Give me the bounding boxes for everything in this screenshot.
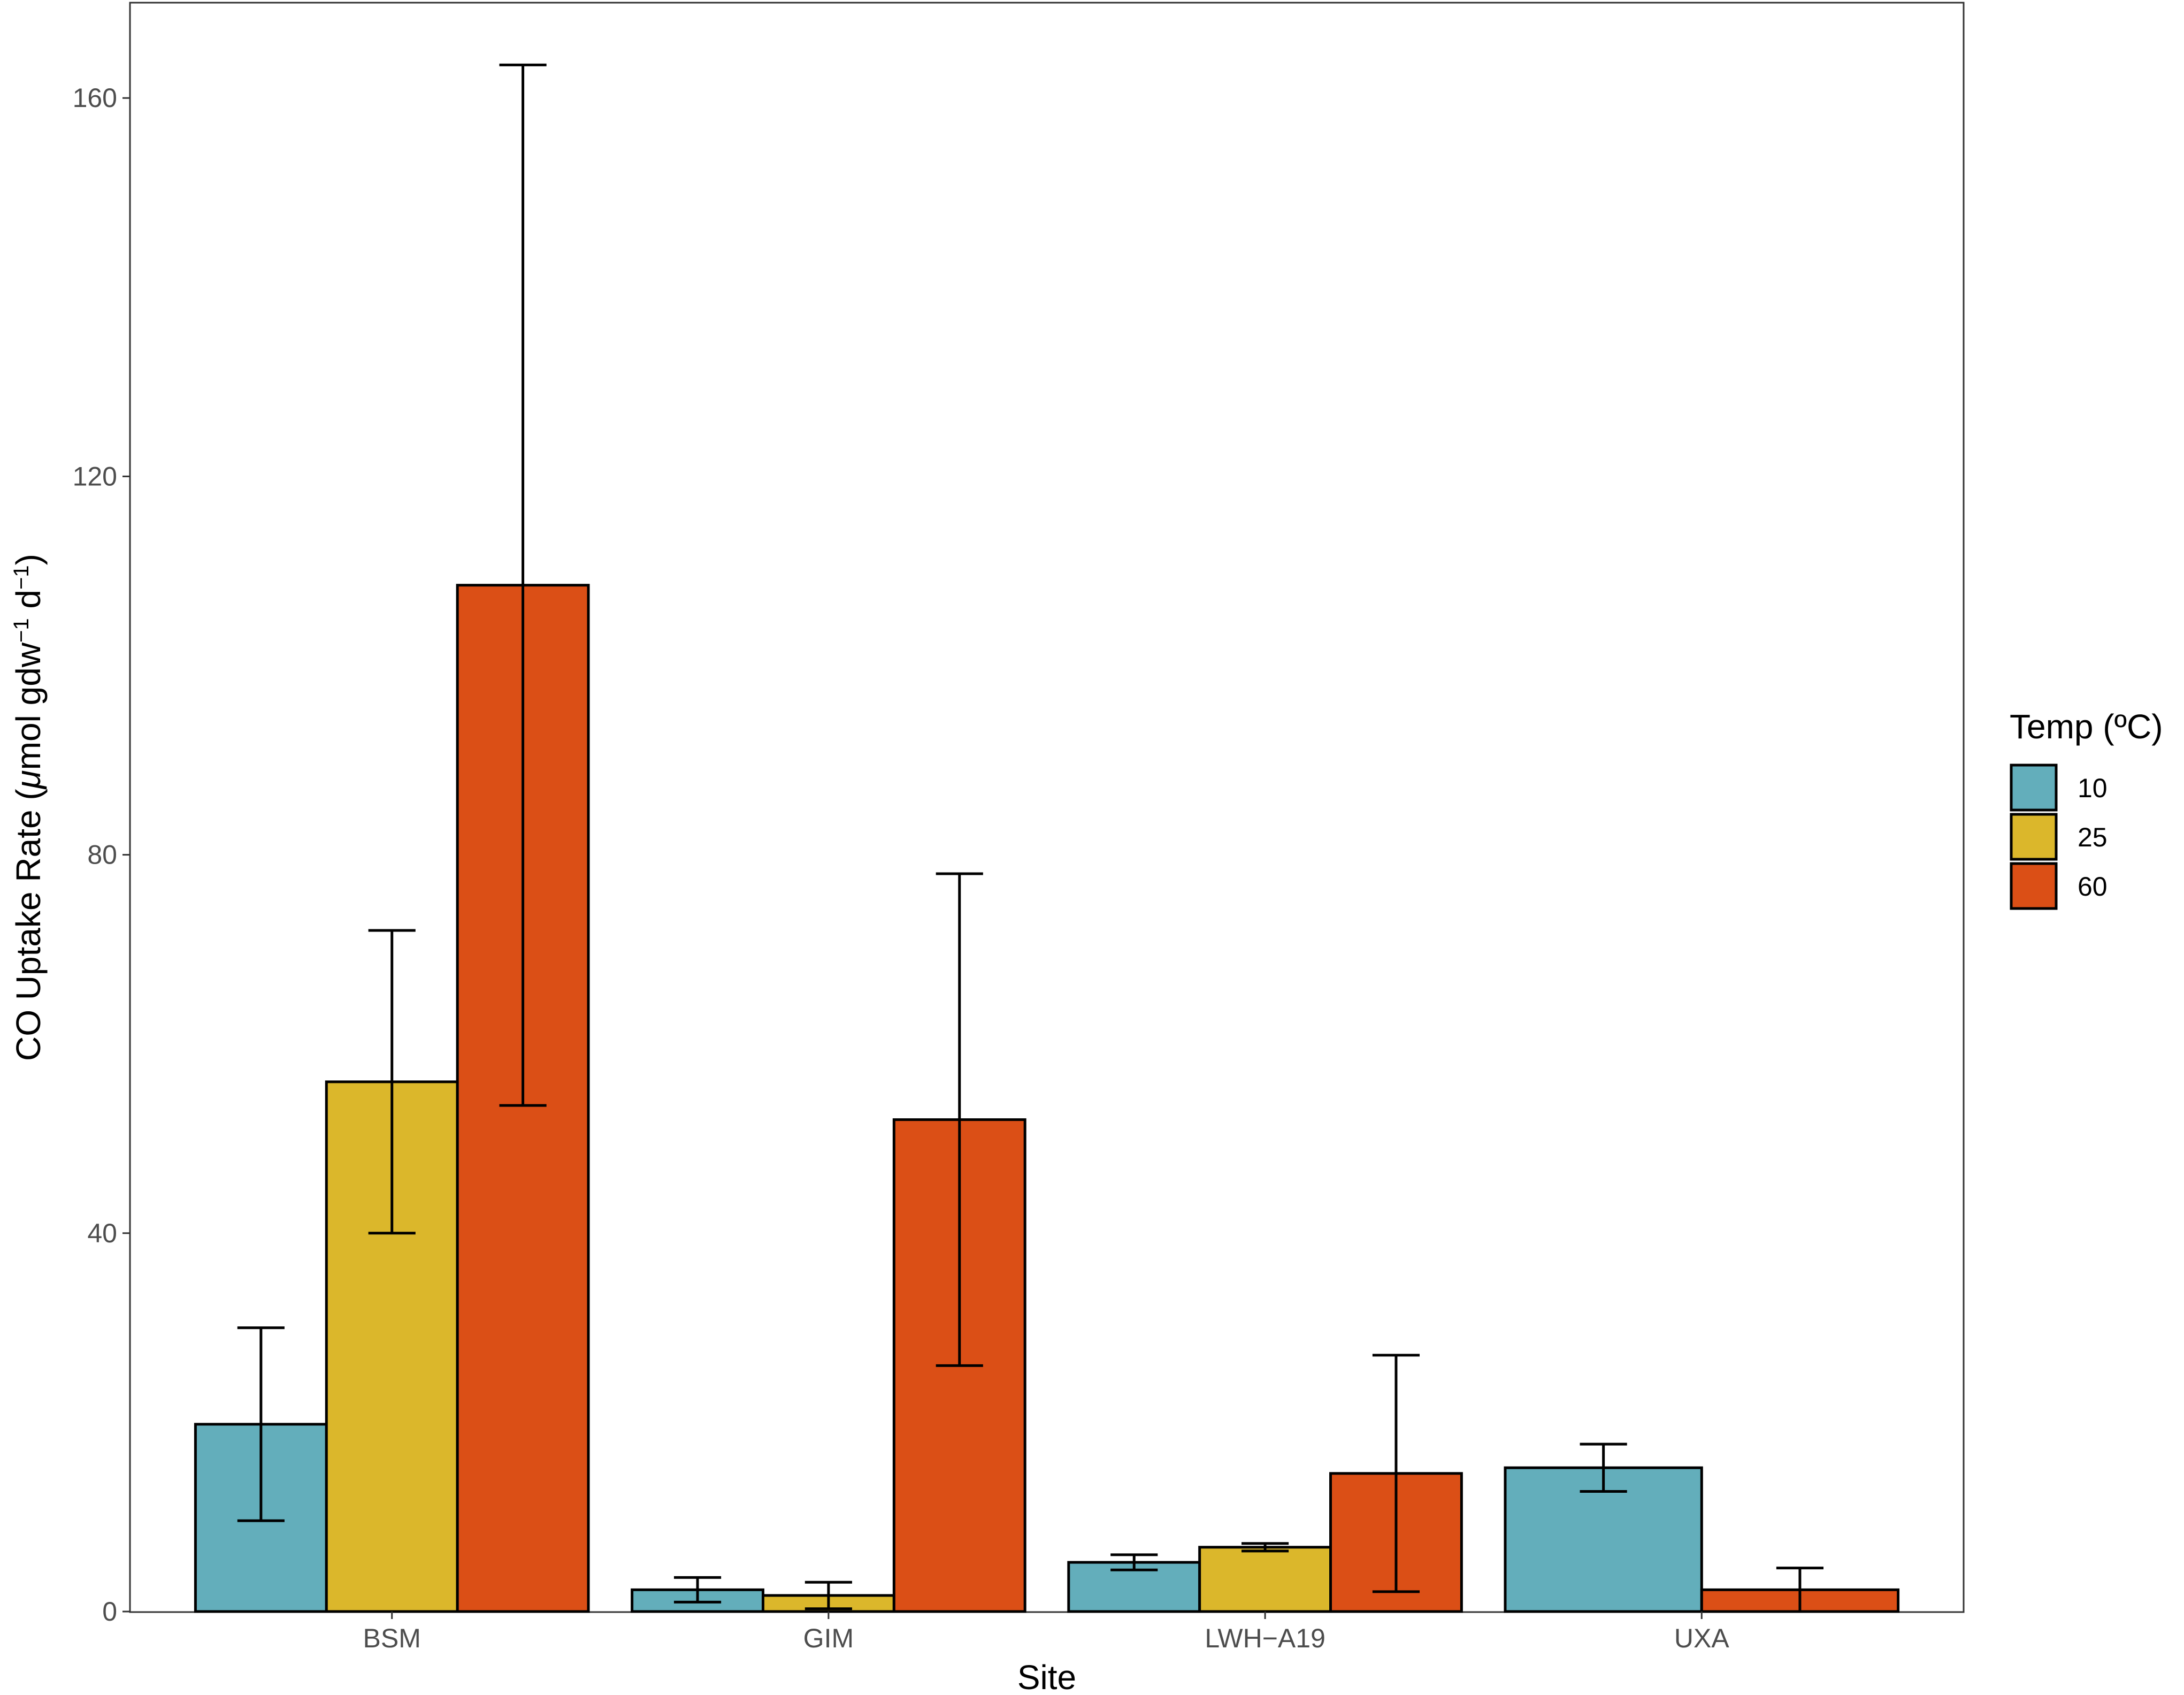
- y-axis-title-mu: μ: [9, 770, 48, 790]
- legend-label-60: 60: [2078, 872, 2108, 902]
- error-bars-layer: [237, 63, 1824, 1613]
- legend-title: Temp (ºC): [2010, 707, 2163, 746]
- x-tick-label: UXA: [1674, 1623, 1729, 1653]
- bar-lwh-a19-25: [1198, 1546, 1332, 1613]
- x-axis-title: Site: [1017, 1658, 1076, 1695]
- y-axis-title-sup-b: −1: [10, 565, 33, 590]
- y-tick-label: 0: [102, 1597, 117, 1627]
- y-axis-title-unit-a: mol gdw: [9, 642, 48, 770]
- y-axis-title-suffix: ): [9, 554, 48, 565]
- legend-key-10: [2010, 763, 2058, 812]
- legend: Temp (ºC) 10 25 60: [2010, 707, 2163, 910]
- legend-key-25: [2010, 813, 2058, 861]
- x-tick-label: BSM: [363, 1623, 421, 1653]
- y-tick-label: 40: [87, 1218, 117, 1248]
- y-tick-label: 120: [73, 461, 117, 491]
- y-tick-label: 80: [87, 840, 117, 870]
- y-axis-title-unit-b: d: [9, 590, 48, 618]
- legend-label-25: 25: [2078, 822, 2108, 852]
- y-axis-title-prefix: CO Uptake Rate (: [9, 789, 48, 1061]
- x-tick-label: GIM: [803, 1623, 854, 1653]
- y-axis-title-sup-a: −1: [10, 618, 33, 643]
- y-axis-title: CO Uptake Rate (μmol gdw−1 d−1): [9, 554, 48, 1061]
- x-tick-label: LWH−A19: [1205, 1623, 1325, 1653]
- y-axis: 0 40 80 120 160: [73, 83, 130, 1627]
- x-axis: BSM GIM LWH−A19 UXA: [363, 1612, 1729, 1653]
- legend-label-10: 10: [2078, 773, 2108, 803]
- y-tick-label: 160: [73, 83, 117, 113]
- legend-key-60: [2010, 862, 2058, 910]
